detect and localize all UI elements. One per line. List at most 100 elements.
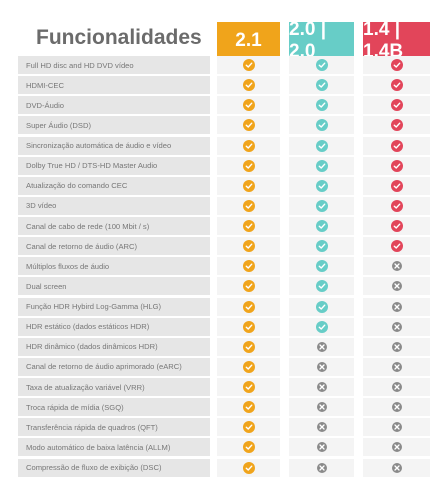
- check-icon: [315, 300, 328, 313]
- cross-icon: [391, 462, 402, 473]
- support-cell: [217, 277, 280, 296]
- check-icon: [242, 240, 255, 253]
- support-cell: [363, 257, 430, 276]
- support-cell: [289, 176, 354, 195]
- check-icon: [390, 159, 403, 172]
- support-cell: [363, 418, 430, 437]
- check-icon: [242, 320, 255, 333]
- table-row: Compressão de fluxo de exibição (DSC): [18, 458, 430, 477]
- feature-label: HDR estático (dados estáticos HDR): [18, 317, 210, 336]
- check-icon: [315, 220, 328, 232]
- check-icon: [242, 260, 255, 273]
- table-row: HDR dinâmico (dados dinâmicos HDR): [18, 337, 430, 356]
- feature-label: Atualização do comando CEC: [18, 176, 210, 195]
- support-cell: [217, 438, 280, 457]
- support-cell: [289, 418, 354, 437]
- support-cell: [289, 297, 354, 316]
- support-cell: [363, 337, 430, 356]
- support-cell: [363, 156, 430, 175]
- support-cell: [217, 156, 280, 175]
- support-cell: [289, 237, 354, 256]
- check-icon: [242, 139, 255, 152]
- check-icon: [242, 199, 255, 212]
- check-icon: [242, 360, 255, 373]
- cross-icon: [316, 402, 327, 413]
- check-icon: [315, 79, 328, 92]
- support-cell: [289, 56, 354, 74]
- check-icon: [242, 441, 255, 454]
- table-row: Atualização do comando CEC: [18, 176, 430, 195]
- check-icon: [242, 179, 255, 192]
- check-icon: [390, 59, 403, 71]
- check-icon: [315, 159, 328, 172]
- feature-label: Full HD disc and HD DVD vídeo: [18, 56, 210, 74]
- cross-icon: [391, 382, 402, 392]
- table-row: Dual screen: [18, 277, 430, 296]
- check-icon: [315, 320, 328, 333]
- table-row: Dolby True HD / DTS-HD Master Audio: [18, 156, 430, 175]
- support-cell: [363, 56, 430, 74]
- support-cell: [217, 176, 280, 195]
- check-icon: [390, 119, 403, 132]
- cross-icon: [391, 321, 402, 332]
- check-icon: [390, 220, 403, 232]
- support-cell: [289, 196, 354, 215]
- cross-icon: [316, 382, 327, 392]
- feature-label: Compressão de fluxo de exibição (DSC): [18, 458, 210, 477]
- check-icon: [242, 119, 255, 132]
- check-icon: [242, 280, 255, 293]
- support-cell: [289, 156, 354, 175]
- check-icon: [315, 179, 328, 192]
- table-row: Função HDR Hybird Log-Gamma (HLG): [18, 297, 430, 316]
- feature-label: Sincronização automática de áudio e víde…: [18, 136, 210, 155]
- check-icon: [390, 240, 403, 253]
- support-cell: [217, 196, 280, 215]
- cross-icon: [391, 442, 402, 453]
- support-cell: [363, 96, 430, 115]
- check-icon: [390, 139, 403, 152]
- support-cell: [289, 378, 354, 396]
- check-icon: [315, 240, 328, 253]
- support-cell: [363, 317, 430, 336]
- check-icon: [242, 401, 255, 414]
- feature-label: Canal de cabo de rede (100 Mbit / s): [18, 217, 210, 235]
- check-icon: [315, 99, 328, 112]
- support-cell: [363, 378, 430, 396]
- support-cell: [217, 378, 280, 396]
- feature-label: Múltiplos fluxos de áudio: [18, 257, 210, 276]
- feature-label: Modo automático de baixa latência (ALLM): [18, 438, 210, 457]
- check-icon: [242, 421, 255, 434]
- support-cell: [217, 337, 280, 356]
- support-cell: [363, 136, 430, 155]
- support-cell: [363, 76, 430, 95]
- check-icon: [242, 300, 255, 313]
- feature-label: Canal de retorno de áudio aprimorado (eA…: [18, 357, 210, 376]
- table-row: Taxa de atualização variável (VRR): [18, 378, 430, 396]
- feature-label: HDMI-CEC: [18, 76, 210, 95]
- support-cell: [217, 317, 280, 336]
- check-icon: [242, 59, 255, 71]
- check-icon: [242, 381, 255, 393]
- support-cell: [363, 438, 430, 457]
- feature-label: DVD-Áudio: [18, 96, 210, 115]
- table-row: DVD-Áudio: [18, 96, 430, 115]
- feature-label: Função HDR Hybird Log-Gamma (HLG): [18, 297, 210, 316]
- check-icon: [315, 119, 328, 132]
- support-cell: [217, 398, 280, 417]
- check-icon: [315, 260, 328, 273]
- support-cell: [217, 76, 280, 95]
- support-cell: [363, 398, 430, 417]
- support-cell: [363, 217, 430, 235]
- support-cell: [363, 357, 430, 376]
- support-cell: [289, 257, 354, 276]
- table-row: Sincronização automática de áudio e víde…: [18, 136, 430, 155]
- cross-icon: [316, 442, 327, 453]
- table-row: 3D vídeo: [18, 196, 430, 215]
- support-cell: [289, 337, 354, 356]
- support-cell: [289, 438, 354, 457]
- cross-icon: [316, 462, 327, 473]
- support-cell: [289, 357, 354, 376]
- support-cell: [217, 136, 280, 155]
- table-row: Múltiplos fluxos de áudio: [18, 257, 430, 276]
- support-cell: [217, 96, 280, 115]
